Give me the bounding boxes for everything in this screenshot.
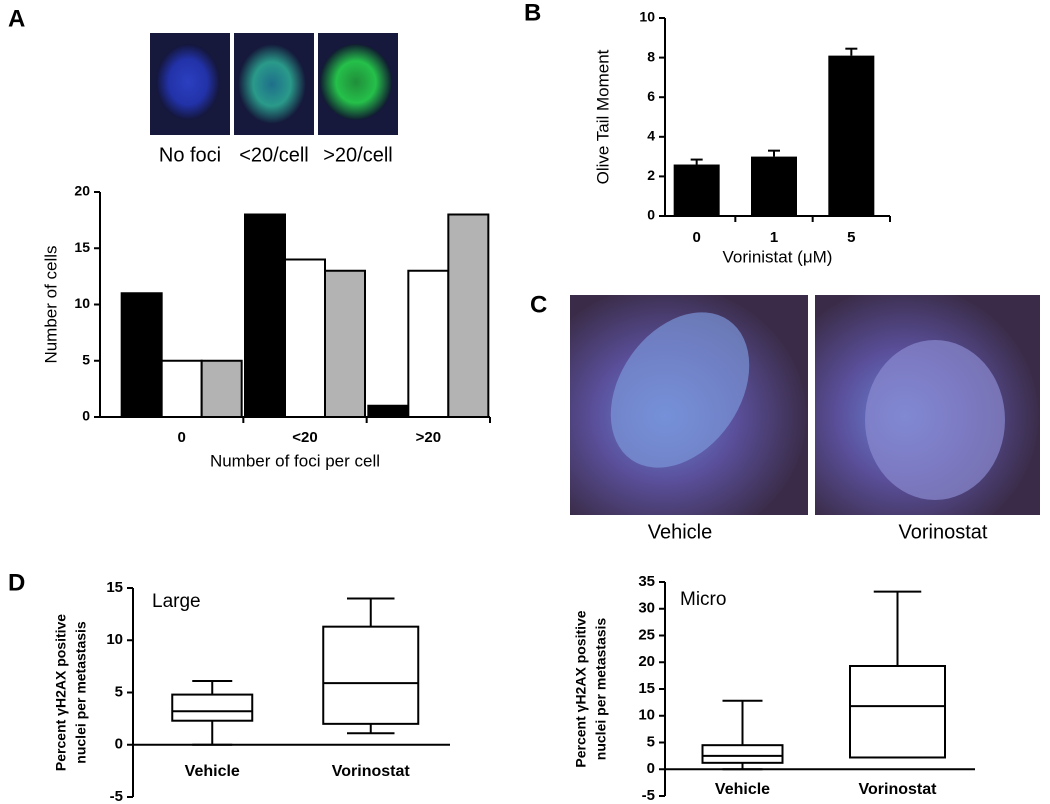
x-tick-label: <20 [292, 429, 317, 446]
y-tick-label: 5 [115, 683, 123, 700]
bar [244, 213, 286, 418]
y-tick-label: 5 [82, 351, 90, 367]
y-tick-label: 4 [647, 128, 655, 144]
y-axis-label: nuclei per metastasis [593, 618, 609, 761]
y-axis-label: Percent γH2AX positive [573, 610, 589, 767]
bar [200, 359, 243, 418]
y-tick-label: 10 [639, 9, 655, 25]
y-tick-label: 2 [647, 167, 655, 183]
y-tick-label: 15 [74, 239, 90, 255]
bar [324, 269, 366, 418]
y-tick-label: 10 [106, 631, 123, 648]
y-tick-label: 0 [82, 408, 90, 424]
y-tick-label: 10 [74, 295, 90, 311]
bar [367, 404, 410, 418]
x-tick-label: Vorinostat [859, 781, 938, 798]
x-axis-label: Number of foci per cell [210, 451, 380, 470]
x-tick-label: Vehicle [715, 781, 770, 798]
nucleus [156, 44, 220, 120]
box [849, 664, 946, 759]
y-tick-label: 5 [647, 733, 655, 750]
y-axis-label: nuclei per metastasis [73, 621, 89, 764]
nucleus [320, 44, 392, 120]
bar [828, 55, 875, 217]
y-axis-label: Percent γH2AX positive [53, 614, 69, 771]
y-tick-label: 0 [647, 760, 655, 777]
tissue [865, 340, 1005, 500]
y-tick-label: 15 [638, 680, 655, 697]
x-axis-label: Vorinistat (μM) [723, 247, 833, 266]
image-caption: No foci [159, 144, 221, 166]
bar [160, 359, 203, 418]
box [171, 693, 254, 722]
panel-label: D [8, 569, 25, 596]
tissue [610, 312, 750, 468]
box [701, 744, 784, 764]
x-tick-label: Vehicle [185, 763, 240, 780]
x-tick-label: 0 [692, 229, 700, 246]
y-tick-label: -5 [110, 788, 123, 804]
annotation: Micro [680, 589, 726, 610]
panel-label: B [524, 0, 541, 26]
x-tick-label: 5 [847, 229, 855, 246]
y-axis-label: Olive Tail Moment [593, 49, 612, 184]
panel-label: A [8, 5, 25, 32]
bar [673, 164, 720, 216]
box [322, 625, 420, 725]
y-tick-label: 15 [106, 579, 123, 596]
image-caption: >20/cell [323, 144, 393, 166]
x-tick-label: Vorinostat [332, 763, 411, 780]
bar [284, 258, 326, 418]
y-tick-label: 20 [638, 653, 655, 670]
y-tick-label: 35 [638, 573, 655, 590]
nucleus [238, 44, 306, 124]
x-tick-label: >20 [416, 429, 441, 446]
bar [751, 156, 797, 216]
y-tick-label: 20 [74, 183, 90, 199]
y-tick-label: 0 [647, 207, 655, 223]
bar [447, 213, 490, 418]
x-tick-label: 1 [770, 229, 778, 246]
bar [120, 292, 163, 418]
bar [407, 269, 450, 418]
y-tick-label: 0 [115, 736, 123, 753]
annotation: Large [152, 591, 201, 612]
panel-label: C [530, 291, 547, 318]
x-tick-label: 0 [177, 429, 185, 446]
y-tick-label: 25 [638, 626, 655, 643]
y-tick-label: 6 [647, 88, 655, 104]
image-caption: Vorinostat [899, 521, 988, 543]
y-tick-label: -5 [642, 787, 655, 804]
y-tick-label: 10 [638, 707, 655, 724]
image-caption: Vehicle [648, 521, 713, 543]
y-tick-label: 8 [647, 48, 655, 64]
image-caption: <20/cell [239, 144, 309, 166]
y-tick-label: 30 [638, 600, 655, 617]
y-axis-label: Number of cells [41, 245, 60, 363]
